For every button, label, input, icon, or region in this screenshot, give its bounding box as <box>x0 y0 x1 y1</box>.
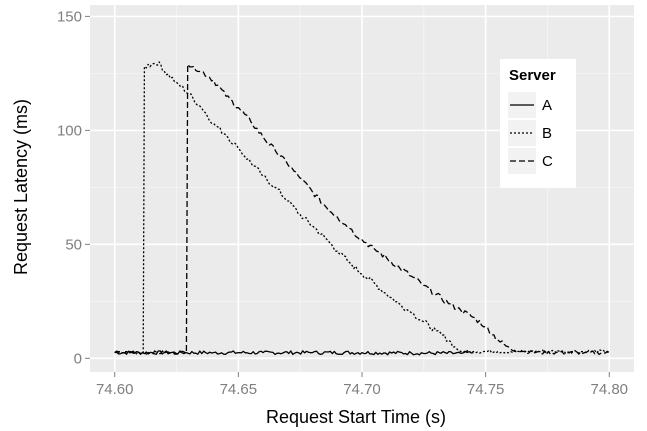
legend-label-b: B <box>542 125 552 142</box>
legend: Server ABC <box>500 59 576 188</box>
y-axis-title: Request Latency (ms) <box>11 99 31 275</box>
y-tick-label: 0 <box>74 350 82 367</box>
y-tick-label: 150 <box>57 8 82 25</box>
legend-title: Server <box>509 67 556 84</box>
legend-label-a: A <box>542 97 552 114</box>
y-tick-label: 100 <box>57 122 82 139</box>
x-tick-label: 74.80 <box>590 381 628 398</box>
legend-label-c: C <box>542 153 553 170</box>
x-tick-label: 74.70 <box>343 381 381 398</box>
x-axis-ticks: 74.60 74.65 74.70 74.75 74.80 <box>96 372 628 398</box>
series-line-c <box>114 63 610 356</box>
x-tick-label: 74.65 <box>220 381 258 398</box>
x-axis-title: Request Start Time (s) <box>266 407 446 427</box>
y-tick-label: 50 <box>65 236 82 253</box>
x-tick-label: 74.60 <box>96 381 134 398</box>
x-tick-label: 74.75 <box>467 381 505 398</box>
series-line-a <box>114 350 474 356</box>
y-axis-ticks: 0 50 100 150 <box>57 8 90 367</box>
